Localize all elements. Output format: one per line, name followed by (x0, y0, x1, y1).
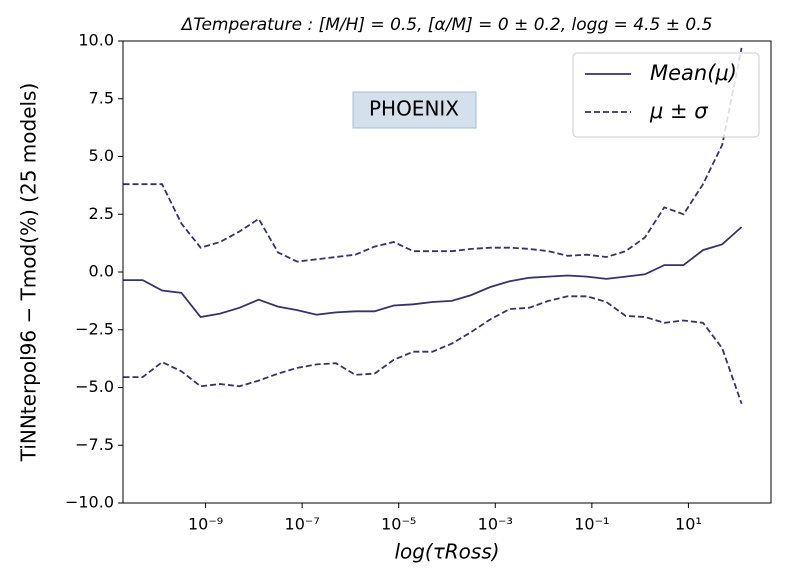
y-tick-label: 10.0 (78, 31, 114, 50)
x-tick-label: 10⁻⁹ (188, 515, 223, 534)
y-tick-label: 0.0 (89, 262, 114, 281)
y-tick-label: −5.0 (75, 377, 114, 396)
series-line (123, 226, 743, 318)
annotation-box (352, 91, 477, 129)
x-tick-label: 10¹ (675, 515, 702, 534)
series-line (123, 47, 743, 263)
y-tick-label: 7.5 (89, 88, 114, 107)
y-axis-label: TiNNterpol96 − Tmod(%) (25 models) (17, 83, 41, 463)
x-tick-label: 10⁻⁷ (285, 515, 320, 534)
x-axis-label: log(τRoss) (394, 540, 499, 564)
plot-area: 10.0 7.5 5.0 2.5 0.0 −2.5 −5.0 −7.5 −10.0 10⁻⁹ 10⁻… (65, 31, 772, 534)
x-tick-label: 10⁻⁵ (381, 515, 416, 534)
legend-label: μ ± σ (649, 99, 708, 123)
y-tick-label: −2.5 (75, 319, 114, 338)
annotation: PHOENIX (369, 97, 459, 121)
legend: Mean(μ) μ ± σ (572, 52, 760, 138)
x-tick-label: 10⁻¹ (574, 515, 609, 534)
chart-title: ΔTemperature : [M/H] = 0.5, [α/M] = 0 ± … (180, 15, 713, 35)
x-tick-label: 10⁻³ (478, 515, 513, 534)
y-tick-label: 2.5 (89, 204, 114, 223)
series-line (123, 295, 743, 404)
y-tick-label: −10.0 (65, 493, 114, 512)
legend-label: Mean(μ) (650, 61, 737, 85)
y-tick-label: 5.0 (89, 146, 114, 165)
y-tick-label: −7.5 (75, 435, 114, 454)
